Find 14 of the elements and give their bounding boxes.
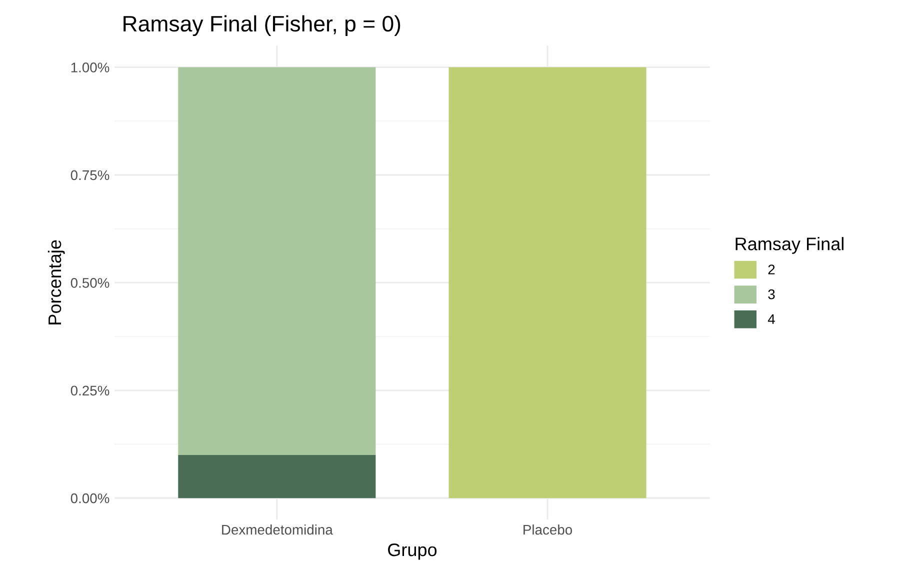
y-tick-label: 0.25%	[70, 386, 110, 396]
y-tick-label: 0.50%	[70, 278, 110, 288]
chart-title: Ramsay Final (Fisher, p = 0)	[124, 15, 400, 36]
legend-title: Ramsay Final	[736, 237, 844, 254]
y-tick-label: 1.00%	[71, 62, 110, 72]
x-axis-title: Grupo	[388, 543, 437, 560]
legend-label: 3	[768, 289, 775, 300]
x-tick-label: Dexmedetomidina	[222, 524, 333, 535]
y-axis-title: Porcentaje	[48, 240, 65, 324]
y-tick-label: 0.75%	[70, 170, 110, 180]
y-tick-label: 0.00%	[70, 493, 110, 504]
x-tick-label: Placebo	[524, 524, 572, 535]
legend-label: 2	[768, 264, 775, 274]
legend-label: 4	[768, 314, 775, 324]
